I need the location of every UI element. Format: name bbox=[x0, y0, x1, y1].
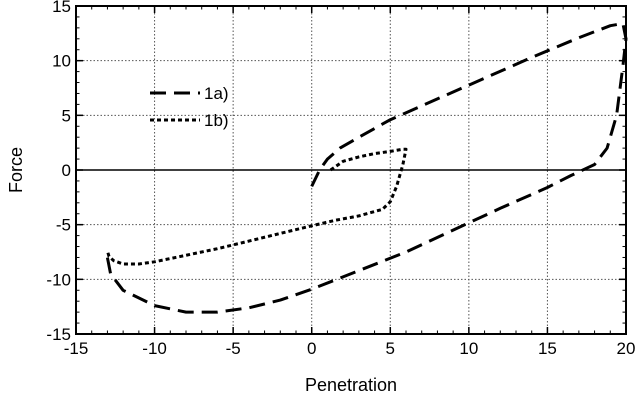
y-tick-label: -10 bbox=[46, 270, 71, 289]
x-tick-label: -5 bbox=[226, 339, 241, 358]
x-tick-label: 0 bbox=[307, 339, 316, 358]
series-line-2 bbox=[105, 147, 408, 266]
legend-label-2: 1b) bbox=[204, 111, 229, 130]
legend-label-1: 1a) bbox=[204, 84, 229, 103]
y-tick-label: -15 bbox=[46, 325, 71, 344]
y-axis-label: Force bbox=[6, 147, 26, 193]
series-layer bbox=[105, 22, 628, 314]
x-tick-label: 5 bbox=[386, 339, 395, 358]
series-line-1 bbox=[105, 22, 628, 314]
y-tick-label: 0 bbox=[62, 161, 71, 180]
y-tick-label: 15 bbox=[52, 0, 71, 16]
y-tick-label: 5 bbox=[62, 106, 71, 125]
y-tick-label: 10 bbox=[52, 52, 71, 71]
legend: 1a)1b) bbox=[150, 84, 229, 130]
x-tick-label: 10 bbox=[459, 339, 478, 358]
x-tick-label: 15 bbox=[538, 339, 557, 358]
x-axis-label: Penetration bbox=[305, 375, 397, 395]
x-tick-label: -10 bbox=[142, 339, 167, 358]
x-tick-label: 20 bbox=[617, 339, 636, 358]
axis-ticks: -15 -10 -5 0 5 10 15 20 -15 -10 -5 0 5 10 15 bbox=[46, 0, 635, 358]
y-tick-label: -5 bbox=[56, 216, 71, 235]
grid-lines bbox=[76, 6, 626, 334]
x-tick-label: -15 bbox=[64, 339, 89, 358]
